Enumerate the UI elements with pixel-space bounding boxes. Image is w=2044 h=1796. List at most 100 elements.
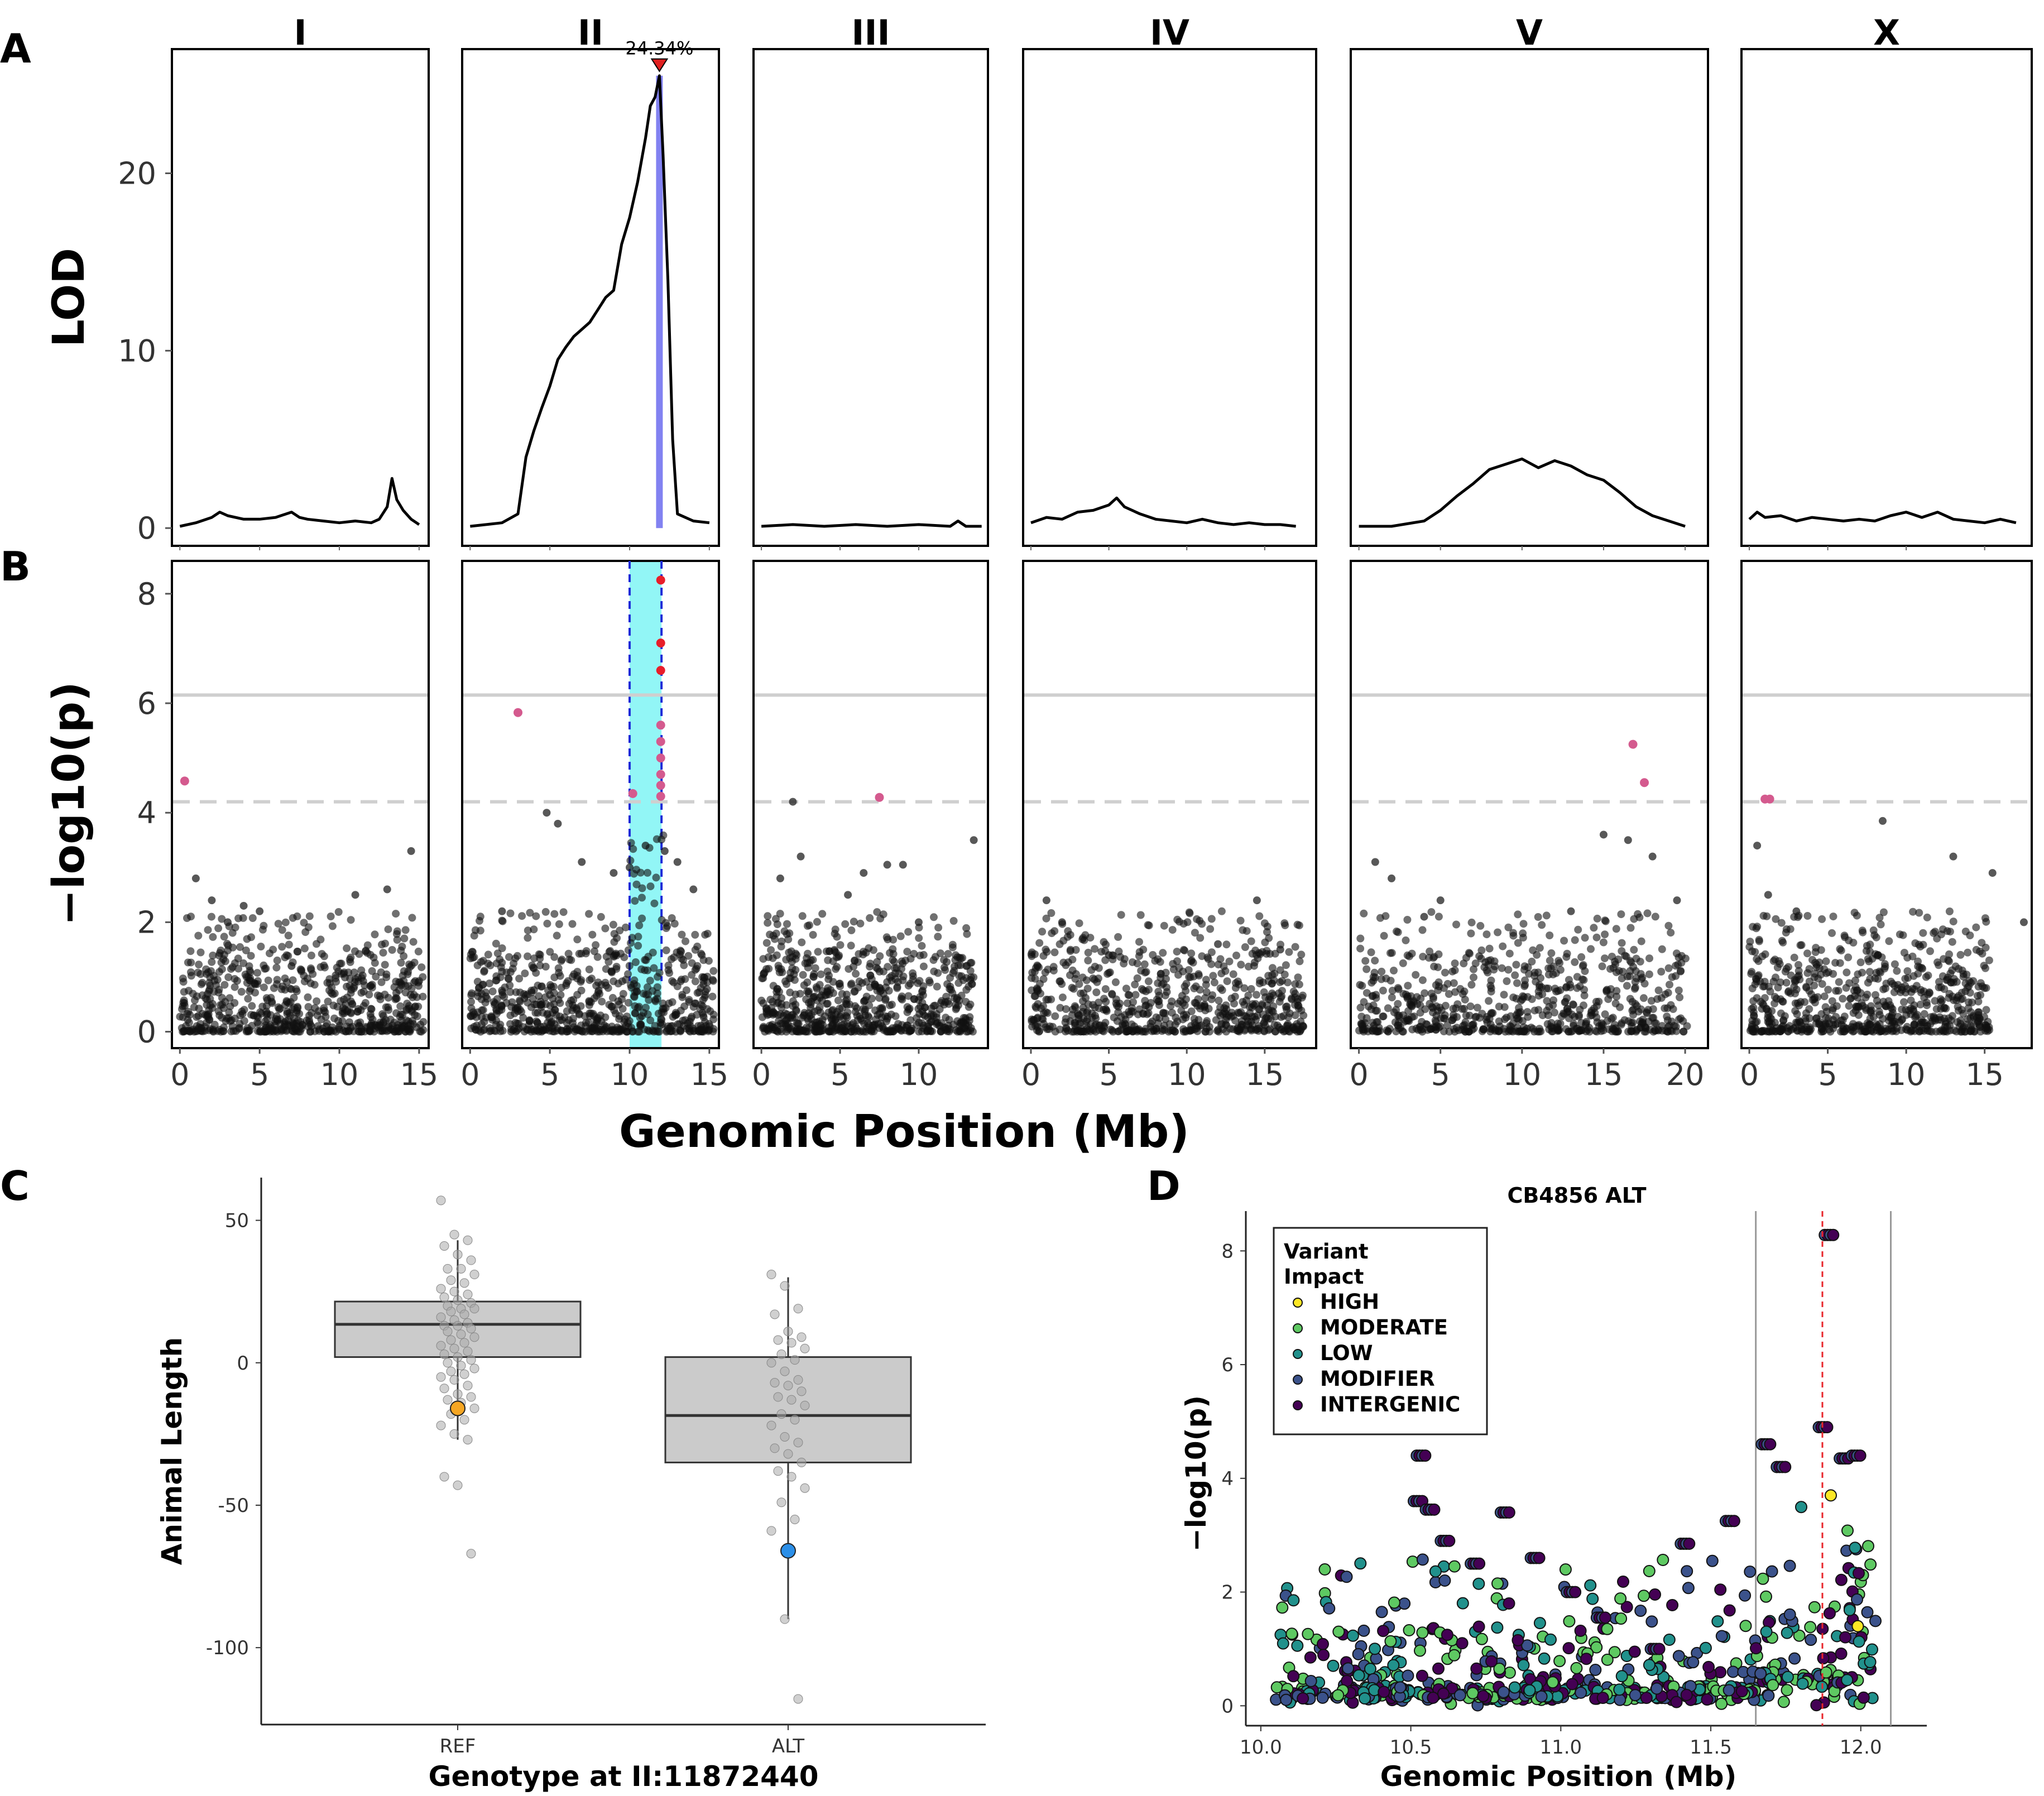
manhattan-point (1985, 957, 1993, 964)
manhattan-point (1593, 934, 1601, 942)
box-y-tick-label: -50 (218, 1495, 249, 1517)
finemap-point (1430, 1566, 1441, 1577)
manhattan-point (805, 1024, 813, 1032)
manhattan-point (220, 933, 228, 940)
manhattan-point (1673, 896, 1681, 904)
manhattan-point (1808, 956, 1816, 964)
manhattan-point (1421, 990, 1428, 997)
manhattan-point (1058, 918, 1066, 926)
manhattan-point (536, 962, 544, 969)
manhattan-point (1297, 950, 1305, 958)
manhattan-point (301, 944, 309, 952)
manhattan-y-tick-label: 4 (137, 795, 156, 830)
finemap-point (1355, 1558, 1366, 1569)
manhattan-point (1632, 1028, 1640, 1036)
manhattan-point (1853, 1022, 1860, 1030)
manhattan-point (240, 902, 248, 910)
manhattan-point (1253, 991, 1260, 998)
finemap-point (1763, 1690, 1774, 1701)
manhattan-point (695, 988, 703, 996)
manhattan-point (1362, 966, 1370, 973)
manhattan-point (1381, 912, 1389, 920)
manhattan-point (408, 962, 416, 969)
box-point (800, 1401, 809, 1410)
manhattan-point (1147, 999, 1155, 1007)
manhattan-point (204, 1014, 212, 1021)
manhattan-point (1435, 913, 1443, 920)
manhattan-point (1546, 957, 1554, 964)
manhattan-x-tick-label-iv: 0 (1021, 1057, 1040, 1092)
manhattan-point (313, 997, 320, 1005)
manhattan-point (652, 873, 660, 881)
manhattan-point (1983, 1006, 1990, 1014)
manhattan-point (889, 936, 897, 944)
manhattan-point (179, 998, 187, 1006)
manhattan-point (186, 1011, 194, 1019)
manhattan-point (1097, 948, 1105, 955)
manhattan-point (305, 1019, 313, 1026)
manhattan-point (524, 991, 531, 998)
finemap-point (1805, 1621, 1816, 1632)
manhattan-point (405, 1017, 412, 1025)
manhattan-point (327, 913, 335, 920)
manhattan-point (968, 980, 976, 988)
manhattan-point (1854, 994, 1861, 1002)
manhattan-point (343, 944, 351, 952)
manhattan-point (1509, 929, 1517, 937)
box-point (460, 1370, 469, 1379)
manhattan-point (799, 971, 807, 979)
manhattan-point (1536, 983, 1543, 991)
manhattan-point (1427, 1025, 1434, 1033)
manhattan-point (1822, 1003, 1830, 1011)
finemap-point (1277, 1602, 1288, 1613)
manhattan-point (1590, 924, 1597, 931)
manhattan-point (1815, 958, 1823, 966)
manhattan-point (565, 1000, 573, 1008)
manhattan-point (1240, 1012, 1248, 1020)
manhattan-point (928, 1005, 935, 1012)
box-point (453, 1353, 462, 1362)
manhattan-point (265, 977, 272, 985)
manhattan-point (873, 908, 881, 916)
manhattan-point (203, 1001, 210, 1009)
manhattan-x-tick-label-iii: 5 (831, 1057, 850, 1092)
box-point (784, 1327, 793, 1336)
manhattan-point (793, 1025, 801, 1033)
manhattan-point (1059, 993, 1067, 1001)
manhattan-point (1937, 995, 1945, 1003)
manhattan-point (1543, 911, 1551, 919)
manhattan-point (1651, 1026, 1659, 1034)
manhattan-point (286, 985, 294, 992)
lod-y-tick-label: 20 (118, 156, 156, 191)
manhattan-point (1894, 1013, 1902, 1021)
manhattan-point (588, 931, 596, 939)
manhattan-point (1178, 992, 1186, 1000)
manhattan-point (1285, 948, 1293, 956)
manhattan-x-tick-label-ii: 15 (690, 1057, 728, 1092)
manhattan-point (1819, 980, 1826, 988)
manhattan-point (1427, 908, 1435, 916)
manhattan-point (1930, 929, 1937, 937)
manhattan-point (222, 957, 229, 965)
finemap-point (1646, 1616, 1657, 1627)
manhattan-point (381, 961, 389, 969)
manhattan-point (1223, 977, 1231, 985)
manhattan-point (1764, 1014, 1772, 1022)
manhattan-point (634, 933, 642, 940)
manhattan-point (757, 997, 765, 1005)
manhattan-point (1845, 1002, 1853, 1010)
manhattan-point (1471, 1014, 1479, 1021)
manhattan-point (809, 973, 817, 981)
manhattan-point (1284, 1014, 1292, 1021)
finemap-point (1587, 1593, 1598, 1605)
lod-panel-frame-v (1351, 49, 1708, 546)
box-point (453, 1481, 462, 1490)
box-point (436, 1313, 445, 1322)
manhattan-point (1379, 987, 1387, 995)
manhattan-point (1755, 938, 1763, 945)
manhattan-point (493, 1007, 501, 1015)
manhattan-point (1885, 1025, 1893, 1033)
manhattan-point (1187, 973, 1194, 981)
manhattan-point (260, 983, 268, 991)
